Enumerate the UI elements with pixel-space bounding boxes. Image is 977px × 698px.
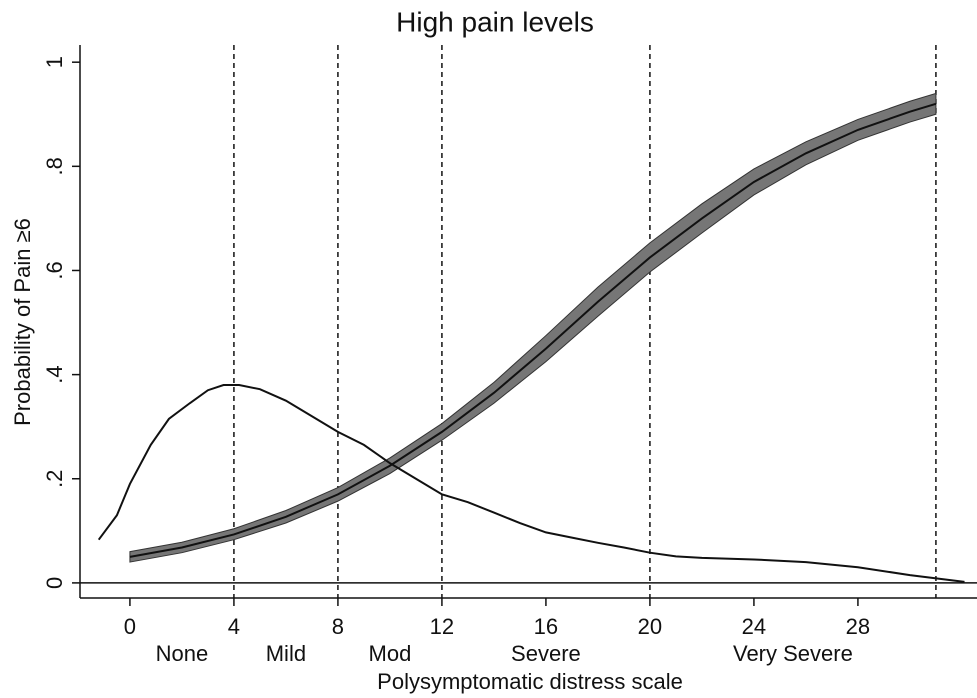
x-tick-label: 24 [742,614,766,639]
x-tick-label: 16 [534,614,558,639]
series-line [97,384,965,583]
y-axis-label: Probability of Pain ≥6 [10,218,35,426]
x-tick-label: 12 [430,614,454,639]
chart-title: High pain levels [396,6,594,37]
x-tick-label: 4 [228,614,240,639]
severity-label: None [156,641,209,666]
severity-label: Severe [511,641,581,666]
x-tick-label: 0 [124,614,136,639]
y-tick-label: .8 [42,157,67,175]
confidence-band [129,92,937,563]
series-line [129,102,937,558]
severity-label: Mild [266,641,306,666]
severity-label: Very Severe [733,641,853,666]
x-axis-label: Polysymptomatic distress scale [377,669,683,694]
y-tick-label: .6 [42,261,67,279]
severity-label: Mod [369,641,412,666]
y-tick-label: .4 [42,365,67,383]
x-tick-label: 8 [332,614,344,639]
y-tick-label: 1 [42,56,67,68]
y-tick-label: .2 [42,470,67,488]
x-tick-label: 28 [846,614,870,639]
x-tick-label: 20 [638,614,662,639]
y-tick-label: 0 [42,577,67,589]
